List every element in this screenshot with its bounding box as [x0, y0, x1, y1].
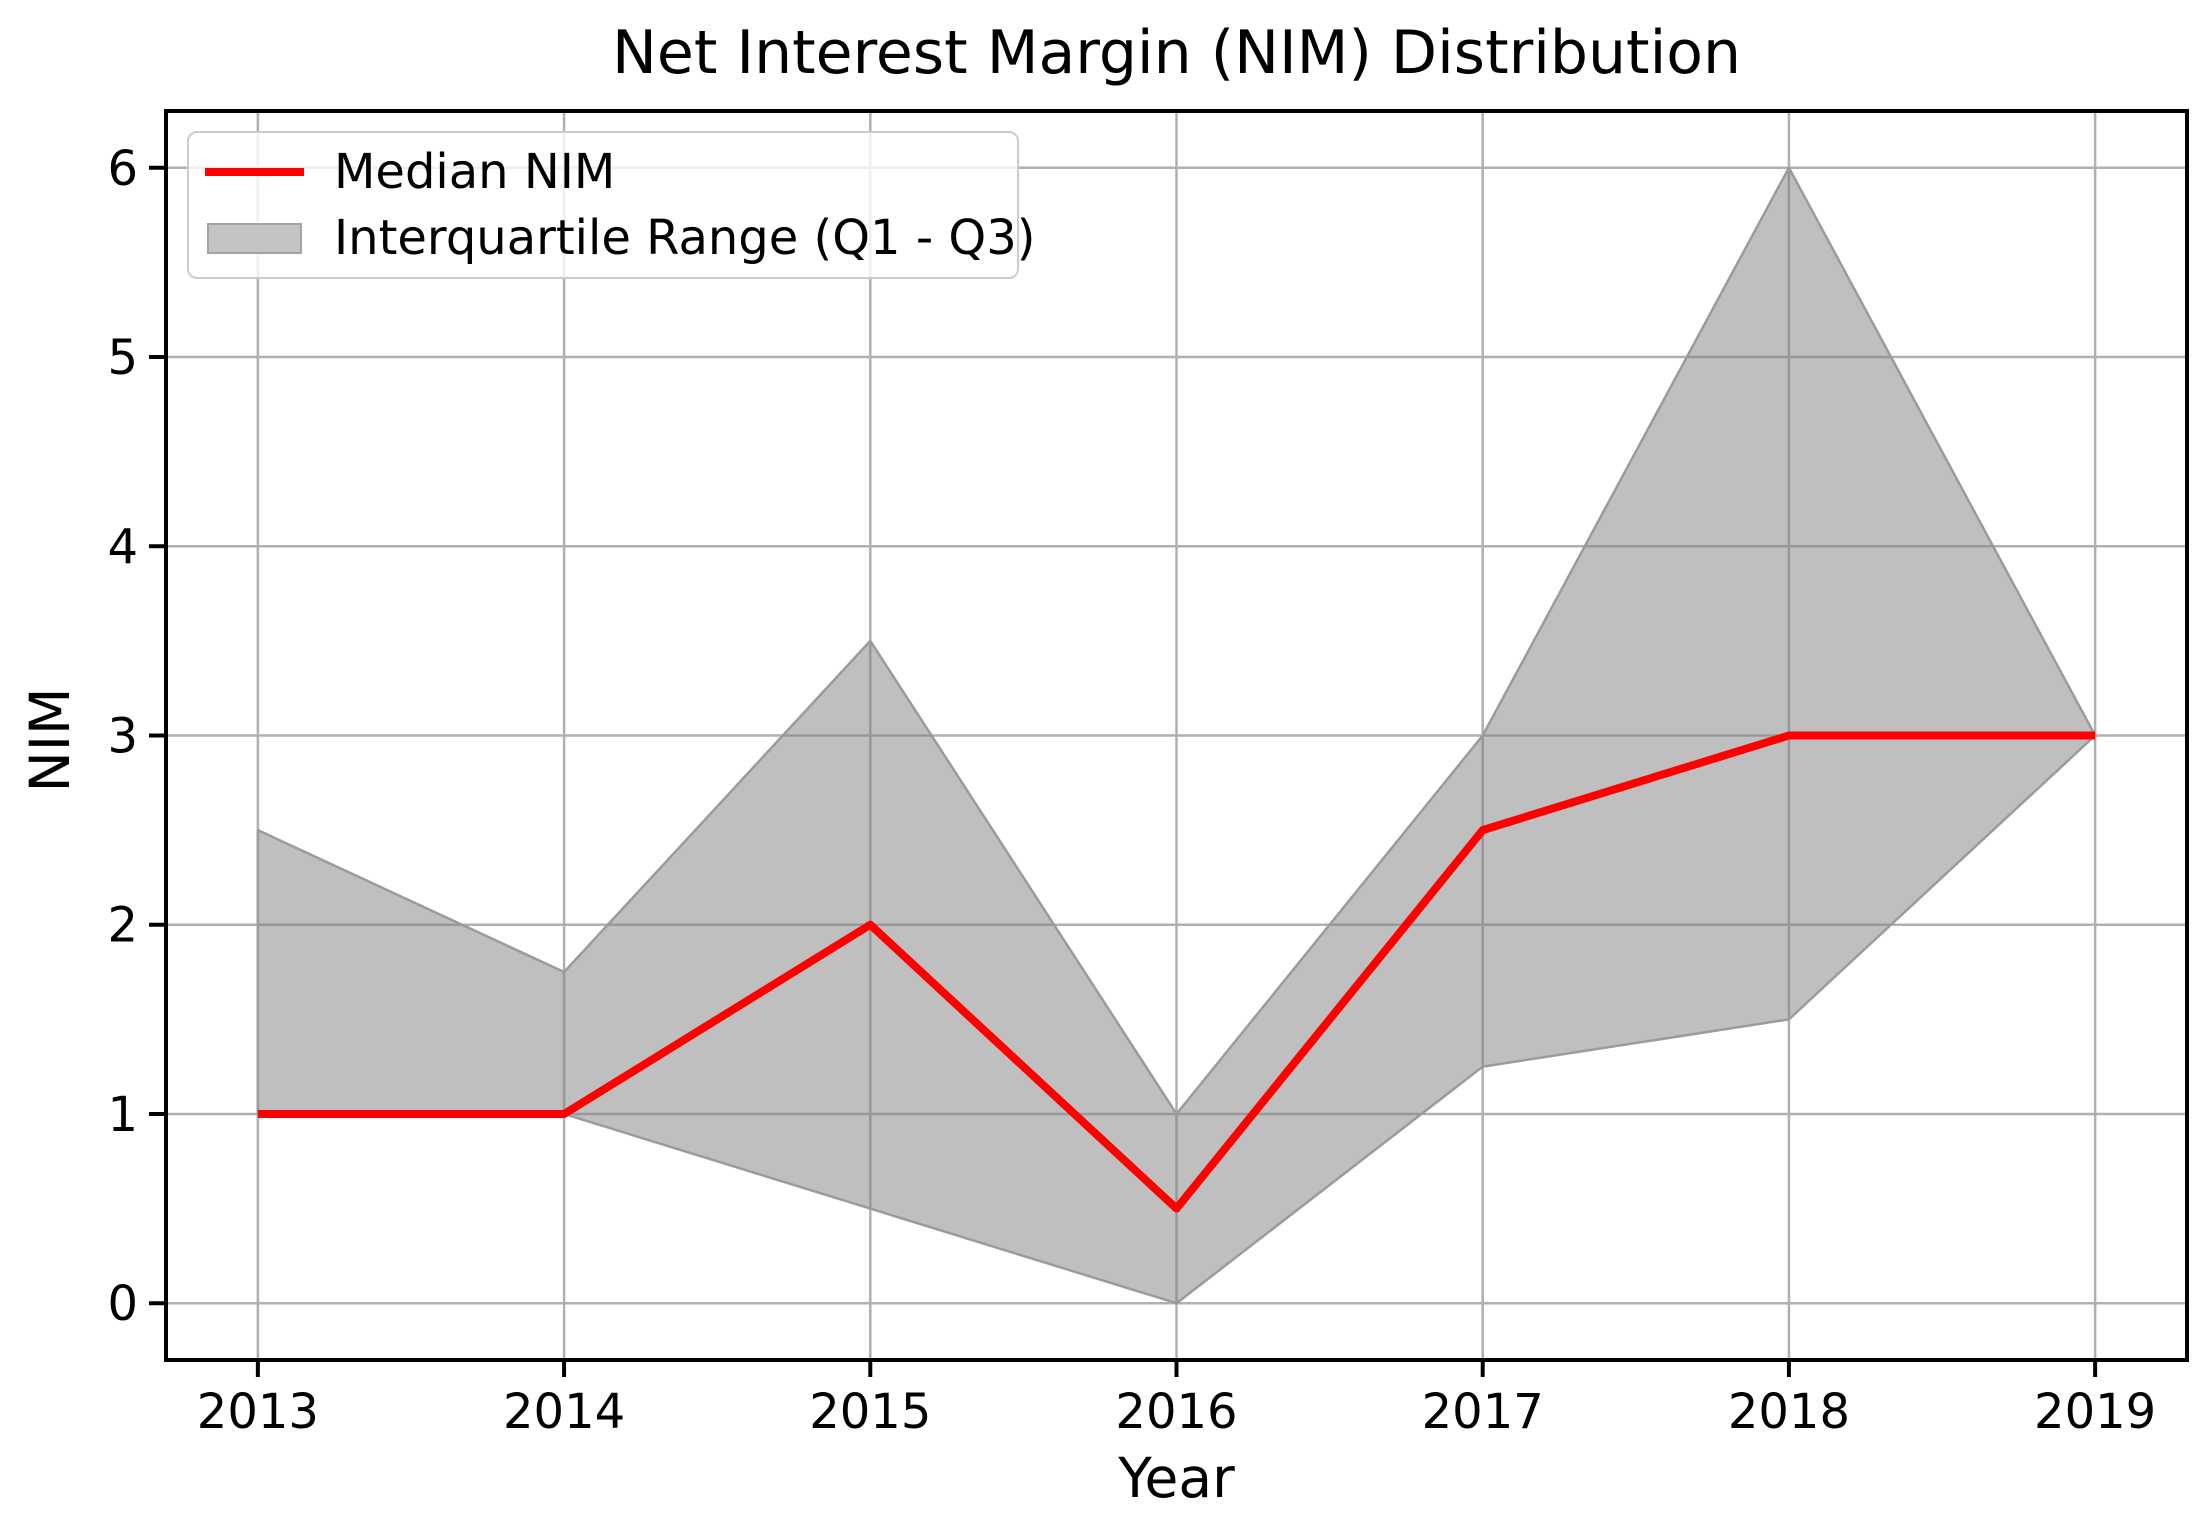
legend-box: Median NIM Interquartile Range (Q1 - Q3) [187, 131, 1035, 279]
legend-entry-median: Median NIM [205, 139, 1017, 205]
x-tick-label: 2013 [197, 1384, 319, 1440]
y-tick-label: 3 [107, 709, 138, 765]
x-tick-label: 2017 [1422, 1384, 1544, 1440]
x-tick-label: 2014 [503, 1384, 625, 1440]
x-axis-label: Year [1118, 1446, 1235, 1510]
x-tick-label: 2015 [809, 1384, 931, 1440]
legend-iqr-swatch-cell [205, 222, 304, 254]
legend-entry-iqr: Interquartile Range (Q1 - Q3) [205, 205, 1035, 271]
y-tick-label: 6 [107, 141, 138, 197]
y-tick-label: 4 [107, 519, 138, 575]
legend-iqr-label: Interquartile Range (Q1 - Q3) [334, 210, 1036, 266]
x-tick-label: 2018 [1728, 1384, 1850, 1440]
y-tick-label: 1 [107, 1087, 138, 1143]
y-axis-label: NIM [18, 687, 82, 793]
x-tick-label: 2016 [1115, 1384, 1237, 1440]
legend-median-label: Median NIM [334, 144, 616, 200]
legend-median-swatch-cell [205, 168, 304, 176]
iqr-patch-swatch-icon [207, 222, 302, 254]
y-tick-label: 5 [107, 330, 138, 386]
x-tick-label: 2019 [2034, 1384, 2156, 1440]
median-line-swatch-icon [205, 168, 304, 176]
y-tick-label: 0 [107, 1276, 138, 1332]
chart-title: Net Interest Margin (NIM) Distribution [612, 18, 1741, 88]
y-tick-label: 2 [107, 898, 138, 954]
median-nim-line [257, 731, 2096, 1213]
